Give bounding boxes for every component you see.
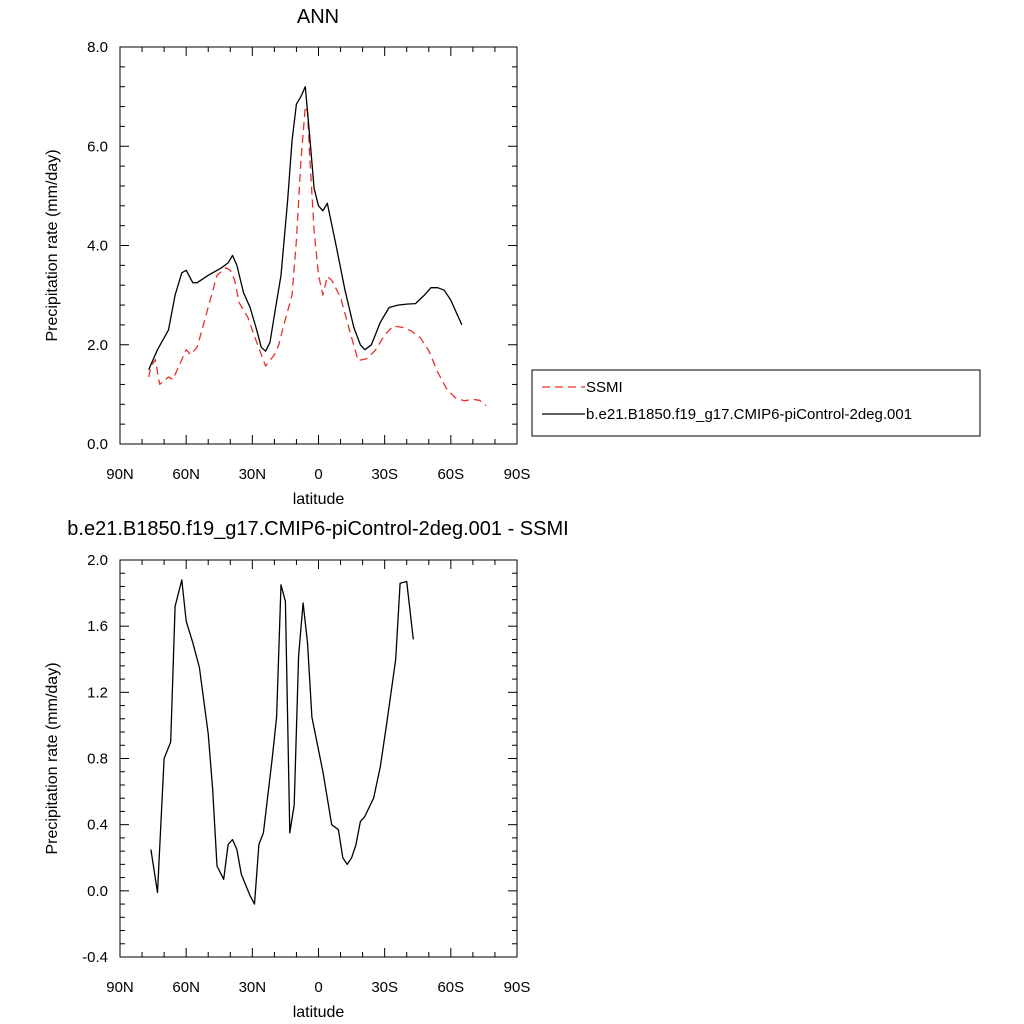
plot-frame [119, 46, 518, 445]
x-tick-label: 0 [314, 466, 322, 483]
x-tick-label: 30S [371, 979, 398, 996]
legend-label: SSMI [586, 379, 623, 396]
x-tick-label: 60S [437, 466, 464, 483]
x-tick-label: 0 [314, 979, 322, 996]
y-axis-label: Precipitation rate (mm/day) [44, 149, 61, 341]
x-tick-label: 60N [172, 466, 200, 483]
annual-precipitation-panel: ANN 90N 60N 30N 0 30S 60S 90S 0.0 2.0 4.0 6.0 8.0 lat… [44, 6, 530, 508]
x-axis-label: latitude [293, 491, 345, 508]
x-tick-label: 60S [437, 979, 464, 996]
y-tick-label: 0.8 [87, 751, 108, 768]
legend: SSMI b.e21.B1850.f19_g17.CMIP6-piControl-… [531, 369, 981, 437]
x-tick-label: 90S [504, 466, 531, 483]
y-tick-label: 6.0 [87, 138, 108, 155]
x-tick-label: 60N [172, 979, 200, 996]
plot-frame [119, 559, 518, 958]
y-tick-label: 0.0 [87, 436, 108, 453]
x-tick-label: 90S [504, 979, 531, 996]
y-tick-label: 2.0 [87, 552, 108, 569]
x-tick-label: 90N [106, 979, 134, 996]
y-axis-label: Precipitation rate (mm/day) [44, 662, 61, 854]
y-tick-label: 1.2 [87, 684, 108, 701]
difference-panel: b.e21.B1850.f19_g17.CMIP6-piControl-2deg… [44, 518, 569, 1021]
y-tick-label: -0.4 [82, 949, 108, 966]
x-tick-label: 90N [106, 466, 134, 483]
y-tick-label: 8.0 [87, 39, 108, 56]
legend-label: b.e21.B1850.f19_g17.CMIP6-piControl-2deg… [586, 406, 912, 423]
chart-title: ANN [297, 6, 339, 28]
x-axis-label: latitude [293, 1004, 345, 1021]
chart-title: b.e21.B1850.f19_g17.CMIP6-piControl-2deg… [67, 518, 568, 540]
series-line-difference [150, 579, 414, 905]
x-tick-label: 30S [371, 466, 398, 483]
y-tick-label: 1.6 [87, 618, 108, 635]
series-line-ssmi [148, 105, 487, 407]
series-line-b-e21-b1850-f19-g17-cmip6-picontrol-2deg-001 [148, 86, 463, 370]
y-tick-label: 4.0 [87, 238, 108, 255]
y-tick-label: 2.0 [87, 337, 108, 354]
x-tick-label: 30N [239, 466, 267, 483]
y-tick-label: 0.0 [87, 883, 108, 900]
x-tick-label: 30N [239, 979, 267, 996]
y-tick-label: 0.4 [87, 817, 108, 834]
legend-box [531, 369, 981, 437]
